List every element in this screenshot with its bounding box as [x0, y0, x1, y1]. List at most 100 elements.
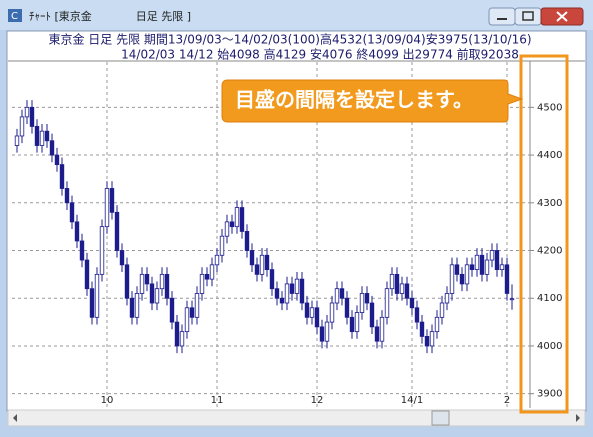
- candle-body: [379, 316, 385, 342]
- candle-body: [274, 288, 280, 299]
- candle-body: [154, 288, 160, 304]
- candle-body: [34, 126, 40, 146]
- candle-body: [239, 207, 245, 232]
- candle-body: [334, 288, 340, 304]
- candle-body: [454, 264, 460, 275]
- candle-body: [354, 312, 360, 333]
- candle-body: [224, 221, 230, 237]
- candle-body: [149, 283, 155, 304]
- candle-body: [194, 293, 200, 318]
- candle-body: [324, 321, 330, 342]
- candle-body: [264, 254, 270, 271]
- x-tick-label: 14/1: [401, 395, 423, 406]
- candle-body: [189, 307, 195, 318]
- candle-body: [289, 283, 295, 294]
- candle-body: [164, 273, 170, 299]
- candle-body: [449, 264, 455, 294]
- scrollbar[interactable]: [7, 409, 586, 427]
- candle-body: [79, 240, 85, 261]
- minimize-button[interactable]: [488, 7, 516, 26]
- candle-body: [279, 297, 285, 304]
- candle-body: [504, 264, 510, 294]
- candle-body: [284, 283, 290, 304]
- candle-body: [159, 273, 165, 290]
- candle-body: [484, 259, 490, 275]
- candle-body: [269, 269, 275, 290]
- candle-body: [24, 106, 30, 118]
- candle-body: [309, 307, 315, 318]
- candle-body: [414, 307, 420, 323]
- candle-body: [49, 140, 55, 156]
- candle-body: [69, 202, 75, 223]
- candle-body: [94, 273, 100, 318]
- candle-body: [124, 264, 130, 299]
- candle-body: [59, 164, 65, 189]
- candle-body: [204, 273, 210, 280]
- candle-body: [409, 297, 415, 309]
- candle-body: [304, 302, 310, 318]
- axis-highlight: [519, 54, 569, 414]
- candle-body: [394, 273, 400, 294]
- candle-body: [299, 278, 305, 304]
- candle-body: [29, 106, 35, 127]
- candle-body: [74, 221, 80, 242]
- candle-body: [209, 264, 215, 280]
- candle-body: [319, 326, 325, 342]
- candle-body: [384, 288, 390, 318]
- candle-body: [134, 293, 140, 318]
- candle-body: [254, 264, 260, 275]
- candle-body: [114, 211, 120, 251]
- candle-body: [44, 130, 50, 142]
- y-tick-label: 4500: [537, 102, 562, 113]
- window-title: ﾁｬｰﾄ [東京金 日足 先限 ]: [29, 9, 191, 23]
- candle-body: [139, 273, 145, 294]
- y-tick-label: 4000: [537, 341, 562, 352]
- candle-body: [429, 331, 435, 347]
- candle-body: [84, 259, 90, 290]
- y-tick-label: 4300: [537, 198, 562, 209]
- candle-body: [444, 293, 450, 304]
- plot: 3900 4000 4100 4200 4300 4400 4500 10 11 12 14/1 2: [12, 62, 562, 408]
- candle-body: [219, 235, 225, 256]
- candle-body: [349, 316, 355, 333]
- candle-body: [314, 307, 320, 328]
- x-tick-label: 2: [504, 395, 510, 406]
- candle-body: [479, 254, 485, 275]
- candle-body: [404, 283, 410, 299]
- candle-body: [244, 231, 250, 251]
- y-tick-label: 4100: [537, 293, 562, 304]
- candle-body: [169, 297, 175, 323]
- candle-body: [89, 288, 95, 318]
- header-line2: 14/02/03 14/12 始4098 高4129 安4076 終4099 出…: [121, 47, 519, 62]
- candle-body: [14, 135, 20, 146]
- candle-body: [364, 293, 370, 304]
- candle-body: [249, 250, 255, 266]
- callout-text: 目盛の間隔を設定します。: [235, 88, 473, 112]
- candle-body: [129, 297, 135, 318]
- app-icon-glyph: C: [11, 11, 18, 22]
- candle-body: [104, 188, 110, 228]
- candle-body: [374, 326, 380, 342]
- y-tick-label: 4400: [537, 150, 562, 161]
- candle-body: [234, 207, 240, 228]
- candle-body: [199, 273, 205, 294]
- candle-body: [399, 283, 405, 294]
- candle-body: [389, 273, 395, 290]
- x-tick-label: 11: [211, 395, 224, 406]
- candle-body: [469, 264, 475, 270]
- maximize-button[interactable]: [514, 7, 542, 26]
- candle-body: [329, 302, 335, 323]
- candle-body: [259, 254, 265, 275]
- app-icon: [8, 9, 22, 22]
- candle-body: [424, 336, 430, 347]
- candle-body: [459, 273, 465, 285]
- candle-body: [434, 316, 440, 333]
- candle-body: [464, 264, 470, 285]
- candle-body: [119, 250, 125, 266]
- candle-body: [19, 116, 25, 137]
- candle-body: [489, 250, 495, 261]
- callout: [221, 79, 524, 123]
- scroll-thumb[interactable]: [431, 410, 450, 426]
- header: [8, 32, 585, 60]
